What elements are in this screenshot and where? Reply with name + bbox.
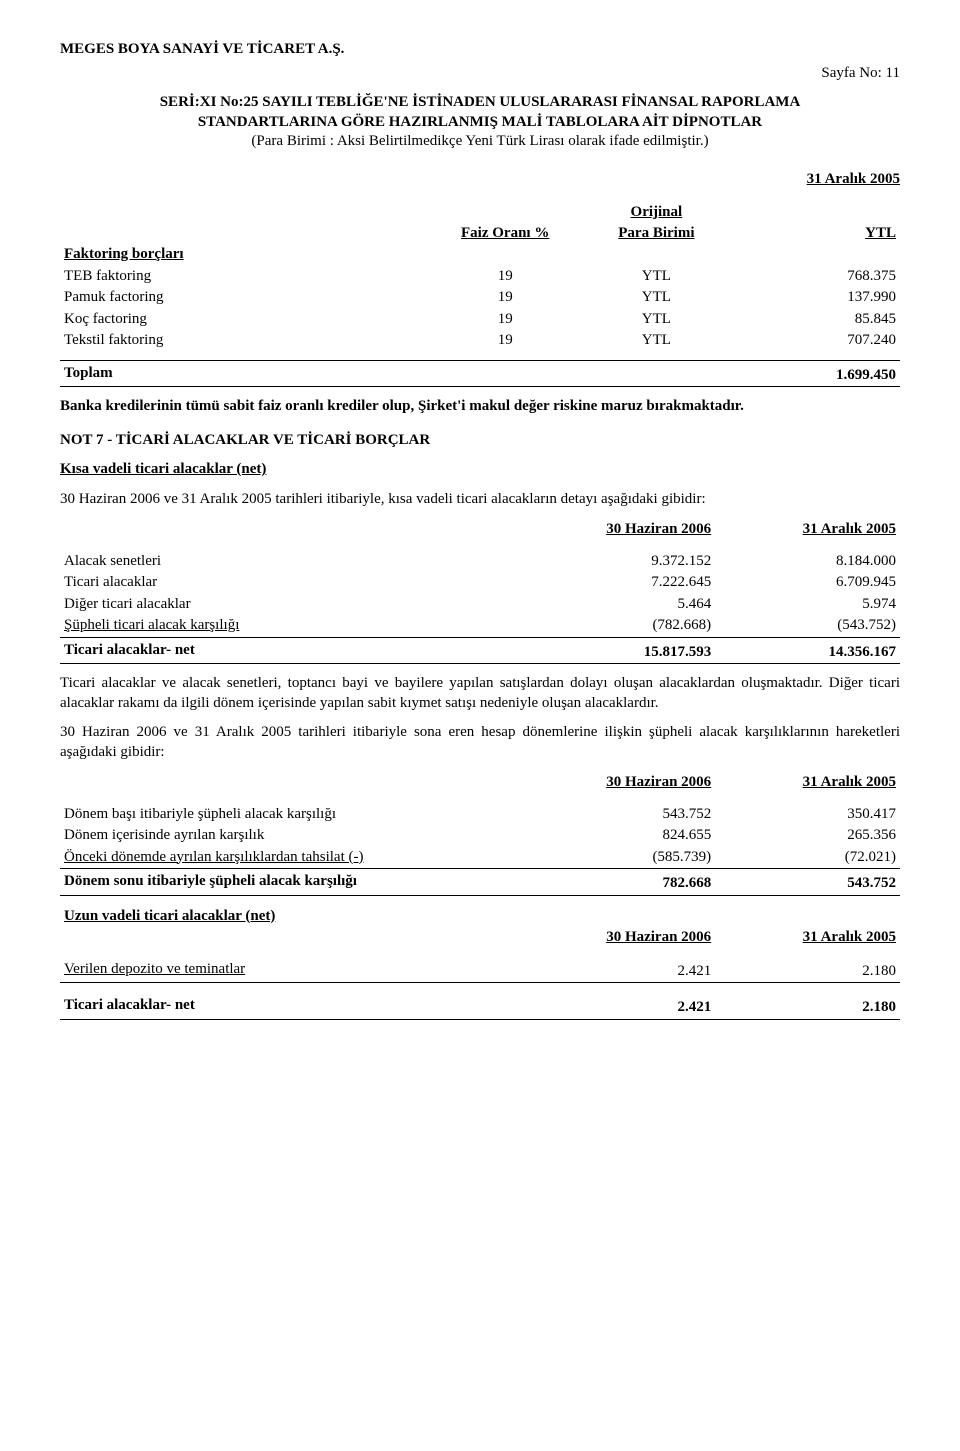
col-30h2006-c: 30 Haziran 2006: [530, 927, 715, 949]
uzun-vadeli-table: Uzun vadeli ticari alacaklar (net) 30 Ha…: [60, 906, 900, 1020]
seri-line-2: STANDARTLARINA GÖRE HAZIRLANMIŞ MALİ TAB…: [60, 113, 900, 133]
para-ticari: Ticari alacaklar ve alacak senetleri, to…: [60, 674, 900, 713]
company-title: MEGES BOYA SANAYİ VE TİCARET A.Ş.: [60, 40, 900, 60]
faktoring-total-val: 1.699.450: [732, 360, 900, 387]
faktoring-group-label: Faktoring borçları: [60, 244, 430, 266]
not7-sub1: Kısa vadeli ticari alacaklar (net): [60, 460, 900, 480]
table-row: Verilen depozito ve teminatlar 2.421 2.1…: [60, 959, 900, 983]
col-30h2006: 30 Haziran 2006: [530, 519, 715, 541]
kisa-net-v2: 14.356.167: [715, 637, 900, 664]
uzun-net-v1: 2.421: [530, 995, 715, 1019]
kisa-net-v1: 15.817.593: [530, 637, 715, 664]
table-row: Tekstil faktoring 19 YTL 707.240: [60, 330, 900, 352]
uzun-net-label: Ticari alacaklar- net: [60, 995, 530, 1019]
page-number: Sayfa No: 11: [60, 64, 900, 84]
uzun-title: Uzun vadeli ticari alacaklar (net): [60, 906, 530, 928]
col-ytl: YTL: [732, 223, 900, 245]
faktoring-table: Orijinal Faiz Oranı % Para Birimi YTL Fa…: [60, 203, 900, 387]
col-30h2006-b: 30 Haziran 2006: [530, 772, 715, 794]
table-row: Dönem içerisinde ayrılan karşılık 824.65…: [60, 825, 900, 847]
currency-note: (Para Birimi : Aksi Belirtilmedikçe Yeni…: [60, 132, 900, 152]
table-row: Alacak senetleri 9.372.152 8.184.000: [60, 551, 900, 573]
not7-intro: 30 Haziran 2006 ve 31 Aralık 2005 tarihl…: [60, 490, 900, 510]
table-row: Ticari alacaklar 7.222.645 6.709.945: [60, 572, 900, 594]
table-row: Dönem başı itibariyle şüpheli alacak kar…: [60, 804, 900, 826]
seri-header: SERİ:XI No:25 SAYILI TEBLİĞE'NE İSTİNADE…: [60, 93, 900, 152]
table-row: Önceki dönemde ayrılan karşılıklardan ta…: [60, 847, 900, 869]
faktoring-total-label: Toplam: [60, 360, 430, 387]
supheli-table: 30 Haziran 2006 31 Aralık 2005 Dönem baş…: [60, 772, 900, 896]
supheli-total-v1: 782.668: [530, 869, 715, 896]
col-orijinal-1: Orijinal: [581, 203, 732, 223]
table-row: Koç factoring 19 YTL 85.845: [60, 309, 900, 331]
table-row: TEB faktoring 19 YTL 768.375: [60, 266, 900, 288]
para-banka: Banka kredilerinin tümü sabit faiz oranl…: [60, 397, 900, 417]
table-row: Şüpheli ticari alacak karşılığı (782.668…: [60, 615, 900, 637]
not7-title: NOT 7 - TİCARİ ALACAKLAR VE TİCARİ BORÇL…: [60, 431, 900, 451]
col-faiz: Faiz Oranı %: [430, 223, 581, 245]
col-31a2005-c: 31 Aralık 2005: [715, 927, 900, 949]
date-2005: 31 Aralık 2005: [60, 170, 900, 190]
supheli-total-label: Dönem sonu itibariyle şüpheli alacak kar…: [60, 869, 530, 896]
supheli-total-v2: 543.752: [715, 869, 900, 896]
kisa-net-label: Ticari alacaklar- net: [60, 637, 530, 664]
col-orijinal-2: Para Birimi: [581, 223, 732, 245]
col-31a2005-b: 31 Aralık 2005: [715, 772, 900, 794]
para-supheli-intro: 30 Haziran 2006 ve 31 Aralık 2005 tarihl…: [60, 723, 900, 762]
seri-line-1: SERİ:XI No:25 SAYILI TEBLİĞE'NE İSTİNADE…: [60, 93, 900, 113]
table-row: Diğer ticari alacaklar 5.464 5.974: [60, 594, 900, 616]
table-row: Pamuk factoring 19 YTL 137.990: [60, 287, 900, 309]
col-31a2005: 31 Aralık 2005: [715, 519, 900, 541]
kisa-vadeli-table: 30 Haziran 2006 31 Aralık 2005 Alacak se…: [60, 519, 900, 664]
uzun-net-v2: 2.180: [715, 995, 900, 1019]
